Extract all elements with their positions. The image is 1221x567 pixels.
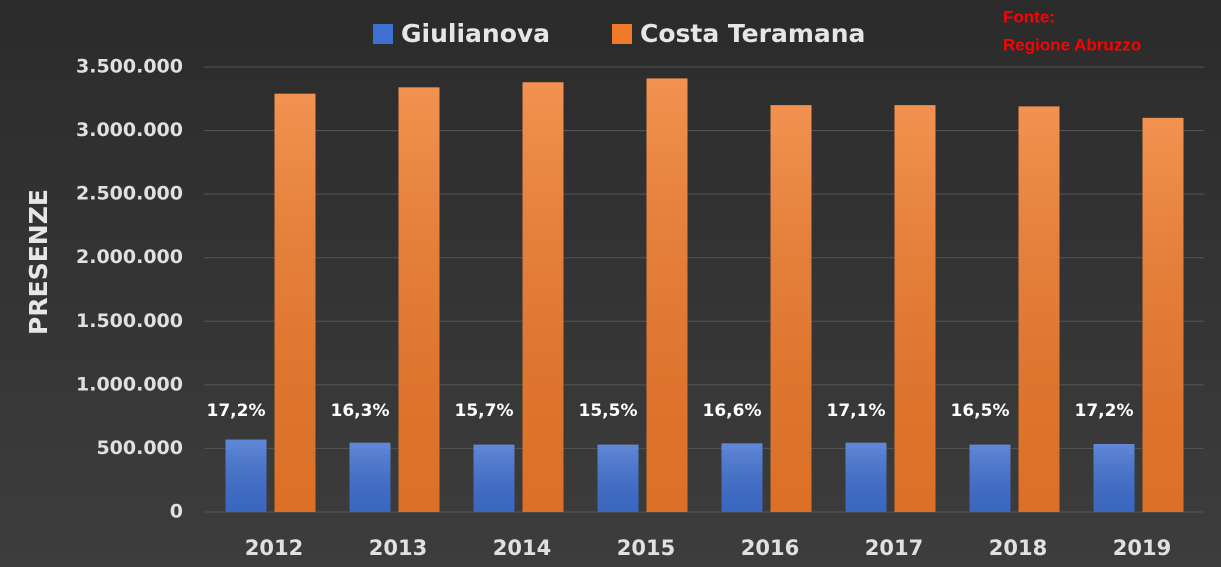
source-label: Regione Abruzzo [1003,35,1141,54]
y-tick-label: 2.000.000 [76,246,183,268]
bar-shade [894,105,936,513]
annotation: 17,2% [1075,401,1134,421]
bar-shade [349,442,391,512]
annotation: 15,5% [579,401,638,421]
annotation: 16,5% [951,401,1010,421]
bar-shade [1018,106,1060,513]
y-tick-label: 1.000.000 [76,373,183,395]
legend-swatch [373,24,393,44]
bar-shade [721,443,763,512]
bar-shade [522,82,564,512]
legend-label: Costa Teramana [640,19,865,48]
y-tick-label: 500.000 [96,437,183,459]
legend-label: Giulianova [401,19,550,48]
bar-shade [845,442,887,512]
bar-shade [770,105,812,513]
x-tick-label: 2013 [369,536,427,560]
annotation: 16,6% [703,401,762,421]
bar-shade [225,439,267,512]
y-tick-label: 1.500.000 [76,310,183,332]
bar-shade [274,93,316,512]
x-tick-label: 2014 [493,536,551,560]
x-tick-label: 2018 [989,536,1047,560]
y-tick-label: 3.000.000 [76,119,183,141]
x-tick-label: 2016 [741,536,799,560]
y-tick-label: 2.500.000 [76,183,183,205]
bar-shade [969,444,1011,512]
source-label: Fonte: [1003,7,1055,26]
x-tick-label: 2015 [617,536,675,560]
bar-shade [1142,117,1184,512]
y-axis-label: PRESENZE [24,189,53,335]
y-tick-label: 3.500.000 [76,56,183,78]
annotation: 17,2% [207,401,266,421]
bar-shade [473,444,515,512]
x-tick-label: 2017 [865,536,923,560]
annotation: 16,3% [331,401,390,421]
annotation: 15,7% [455,401,514,421]
legend-swatch [612,24,632,44]
bar-shade [398,87,440,512]
x-tick-label: 2012 [245,536,303,560]
bar-shade [646,78,688,512]
bar-shade [1093,443,1135,512]
x-tick-label: 2019 [1113,536,1171,560]
annotation: 17,1% [827,401,886,421]
y-tick-label: 0 [170,501,183,523]
bar-shade [597,444,639,512]
